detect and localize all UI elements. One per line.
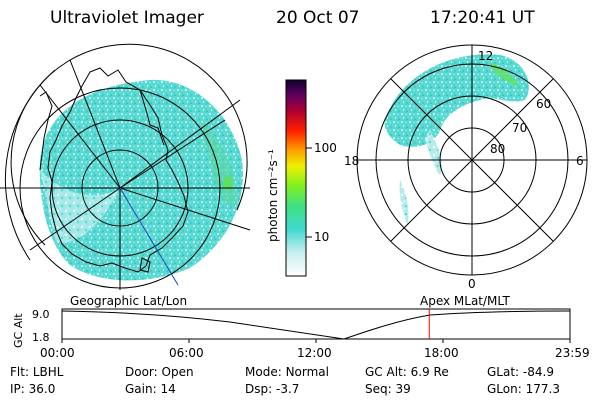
altitude-axis-label: GC Alt [12,313,25,348]
aurora-emission-right [384,54,529,225]
mlt-label-18: 18 [344,154,359,168]
meridian-line-2 [69,59,121,189]
geographic-map [0,43,251,290]
mlat-label-60: 60 [536,97,551,111]
info-gain: Gain: 14 [125,382,176,396]
info-door: Door: Open [125,365,194,379]
time-label-2359: 23:59 [555,346,590,360]
lat-arc-far [4,69,56,261]
info-filter: Flt: LBHL [10,365,64,379]
altitude-tick-bottom: 1.8 [32,331,50,344]
colorbar: 100 10 photon cm⁻²s⁻¹ [266,79,337,277]
info-gc-alt: GC Alt: 6.9 Re [365,365,449,379]
magnetic-panel-label: Apex MLat/MLT [420,294,510,308]
aurora-emission-left [39,79,243,281]
meridian-line-8 [119,119,226,189]
info-dsp: Dsp: -3.7 [245,382,300,396]
meridian-line-4 [119,187,251,231]
colorbar-tick-label-10: 10 [314,230,329,244]
coastline-peninsula [39,91,53,171]
magnetic-map: 12 18 6 0 60 70 80 [344,44,588,291]
mlt-label-6: 6 [576,154,584,168]
info-mode: Mode: Normal [245,365,329,379]
mlat-label-70: 70 [512,121,527,135]
meridian-line-3 [119,99,241,189]
coastline-ross-sea [139,89,165,146]
altitude-curve [61,310,571,340]
app-title: Ultraviolet Imager [50,8,204,28]
observation-time: 17:20:41 UT [430,8,535,28]
time-label-0000: 00:00 [40,346,75,360]
altitude-tick-top: 9.0 [32,308,50,321]
observation-date: 20 Oct 07 [276,8,360,28]
colorbar-scale [285,79,307,277]
geographic-panel-label: Geographic Lat/Lon [70,294,187,308]
time-label-1200: 12:00 [297,346,332,360]
sun-direction-line [119,187,179,286]
meridian-line-7 [39,84,121,189]
mlt-line-diag-2 [390,78,554,242]
coastline-antarctica [47,67,189,273]
info-glat: GLat: -84.9 [487,365,554,379]
mlat-label-80: 80 [490,142,505,156]
info-glon: GLon: 177.3 [487,382,560,396]
mlt-label-0: 0 [468,277,476,291]
colorbar-tick-label-100: 100 [314,141,337,155]
altitude-plot: Geographic Lat/Lon Apex MLat/MLT GC Alt … [12,294,590,360]
time-label-1800: 18:00 [424,346,459,360]
lat-ring-edge [10,43,248,246]
mlt-label-12: 12 [478,49,493,63]
colorbar-unit-label: photon cm⁻²s⁻¹ [266,149,280,242]
info-seq: Seq: 39 [365,382,411,396]
time-label-0600: 06:00 [169,346,204,360]
info-ip: IP: 36.0 [10,382,56,396]
meridian-line-6 [29,187,121,251]
coastline-island [139,257,151,273]
